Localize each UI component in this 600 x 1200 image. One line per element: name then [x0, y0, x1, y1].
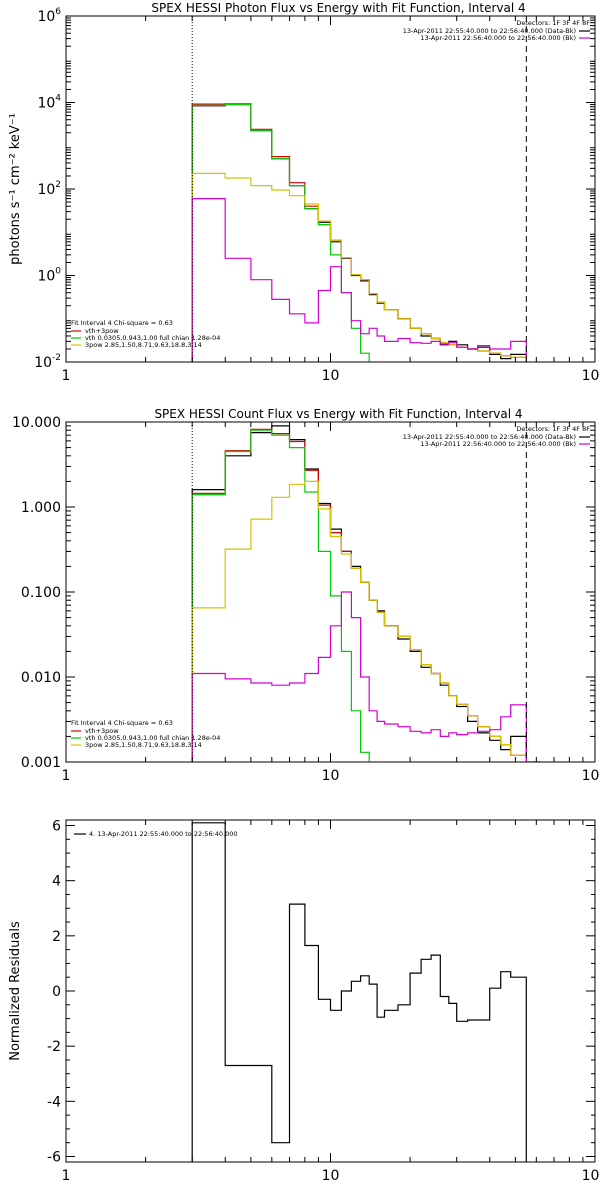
legend-detectors: Detectors: 1F 3F 4F 8F: [516, 425, 590, 433]
series-group: [191, 425, 541, 762]
series-line-1: [191, 428, 541, 762]
y-tick-label: -4: [47, 1094, 61, 1110]
y-tick-label: 106: [37, 7, 61, 25]
x-tick-label: 1: [62, 1168, 71, 1184]
y-tick-label: 0.100: [21, 585, 61, 601]
series-line-2: [191, 429, 370, 762]
series-group: [191, 103, 527, 362]
series-line-0: [191, 822, 527, 1162]
chart-title: SPEX HESSI Count Flux vs Energy with Fit…: [154, 407, 522, 421]
y-tick-label: 100: [37, 267, 61, 285]
x-tick-label: 10: [322, 1168, 340, 1184]
y-tick-label: 0.001: [21, 755, 61, 771]
legend-entry-label: 13-Apr-2011 22:56:40.000 to 22:56:40.000…: [420, 34, 576, 42]
legend-entry-label: 13-Apr-2011 22:55:40.000 to 22:56:40.000…: [403, 433, 576, 441]
y-tick-label: 10.000: [12, 415, 61, 431]
y-tick-label: -6: [47, 1149, 61, 1165]
legend-entry-label: vth 0.0305,0.943,1.00 full chian 1.28e-0…: [85, 334, 220, 342]
y-tick-label: 102: [37, 180, 61, 198]
series-line-4: [191, 198, 527, 362]
plot-frame: [65, 15, 596, 363]
legend-entry-label: 13-Apr-2011 22:55:40.000 to 22:56:40.000…: [403, 27, 576, 35]
legend-entry-label: vth+3pow: [85, 727, 119, 735]
y-tick-label: 2: [52, 929, 61, 945]
legend-fit-header: Fit Interval 4 Chi-square = 0.63: [71, 719, 173, 727]
chart-panel-count: 1 10 100 0.001 0.010 0.100 1.000 10.000 SPEX HES…: [12, 407, 600, 784]
plot-frame: [65, 819, 596, 1163]
x-tick-label: 100: [582, 1168, 600, 1184]
x-tick-label: 10: [322, 368, 340, 384]
x-tick-label: 100: [582, 768, 600, 784]
x-tick-label: 100: [582, 368, 600, 384]
y-tick-label: 1.000: [21, 500, 61, 516]
legend-entry-label: 4. 13-Apr-2011 22:55:40.000 to 22:56:40.…: [89, 830, 238, 838]
y-tick-label: 6: [52, 819, 61, 835]
series-line-2: [191, 103, 370, 362]
legend-entry-label: 13-Apr-2011 22:56:40.000 to 22:56:40.000…: [420, 440, 576, 448]
y-axis-label: photons s⁻¹ cm⁻² keV⁻¹: [8, 113, 23, 265]
series-line-4: [191, 591, 527, 762]
series-group: [191, 822, 527, 1162]
y-tick-label: 0: [52, 984, 61, 1000]
series-line-1: [191, 103, 527, 362]
x-tick-label: 1: [62, 768, 71, 784]
series-line-3: [191, 172, 527, 362]
series-line-0: [191, 103, 527, 362]
x-tick-label: 10: [322, 768, 340, 784]
chart-title: SPEX HESSI Photon Flux vs Energy with Fi…: [151, 1, 525, 15]
y-tick-label: 104: [37, 94, 61, 112]
legend-detectors: Detectors: 1F 3F 4F 8F: [516, 19, 590, 27]
y-tick-label: 10-2: [34, 353, 61, 371]
legend-entry-label: 3pow 2.85,1.50,8.71,9.63,18.8,3.14: [85, 341, 202, 349]
legend-entry-label: 3pow 2.85,1.50,8.71,9.63,18.8,3.14: [85, 741, 202, 749]
legend-entry-label: vth 0.0305,0.943,1.00 full chian 1.28e-0…: [85, 734, 220, 742]
series-line-3: [191, 480, 541, 762]
legend-entry-label: vth+3pow: [85, 327, 119, 335]
chart-panel-resid: 1 10 100 -6 -4 -2 0 2 4 6 Normalized Residuals 4. 1…: [8, 819, 600, 1184]
y-axis-label: Normalized Residuals: [8, 921, 23, 1061]
x-tick-label: 1: [62, 368, 71, 384]
y-tick-label: 4: [52, 874, 61, 890]
chart-panel-photon: 1 10 100 10-2 100 102 104 106 SPEX HESSI Photon …: [8, 1, 600, 384]
legend-fit-header: Fit Interval 4 Chi-square = 0.63: [71, 319, 173, 327]
y-tick-label: 0.010: [21, 670, 61, 686]
y-tick-label: -2: [47, 1039, 61, 1055]
